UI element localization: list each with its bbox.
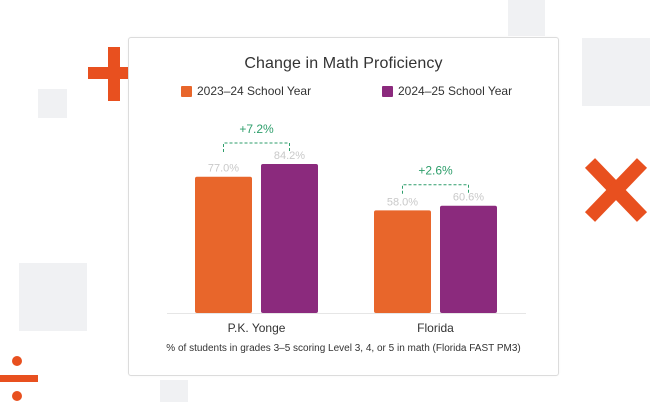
bar-value-label: 77.0%: [208, 163, 239, 175]
legend-swatch: [382, 85, 393, 97]
change-bracket: [402, 184, 469, 194]
legend-item-2024-25: 2024–25 School Year: [382, 83, 512, 99]
bar: [374, 210, 431, 313]
chart-title: Change in Math Proficiency: [244, 55, 443, 72]
bar: [440, 205, 497, 313]
bar-chart: 77.0% 84.2% +7.2% P.K. Yonge 58.0% 60.6% +2.6%…: [167, 122, 526, 335]
chart-card: Change in Math Proficiency 2023–24 Schoo…: [128, 37, 559, 376]
bar: [261, 163, 318, 313]
legend-swatch: [181, 85, 192, 97]
legend-label: 2023–24 School Year: [197, 84, 312, 98]
change-bracket: [223, 142, 290, 152]
change-label: +2.6%: [418, 164, 453, 178]
bar-value-label: 60.6%: [453, 192, 484, 204]
times-icon: [584, 158, 648, 222]
decorative-square: [508, 0, 545, 36]
category-tick-label: P.K. Yonge: [228, 321, 286, 335]
legend-item-2023-24: 2023–24 School Year: [181, 83, 311, 99]
bar-value-label: 84.2%: [274, 150, 305, 162]
decorative-square: [582, 38, 650, 106]
change-label: +7.2%: [239, 122, 274, 136]
decorative-square: [38, 89, 67, 118]
legend-label: 2024–25 School Year: [398, 84, 513, 98]
category-tick-label: Florida: [417, 321, 454, 335]
decorative-square: [160, 380, 188, 402]
chart-caption: % of students in grades 3–5 scoring Leve…: [166, 343, 521, 354]
decorative-square: [19, 263, 87, 331]
bar-value-label: 58.0%: [387, 196, 418, 208]
divide-icon: [0, 356, 38, 401]
bar: [195, 176, 252, 313]
